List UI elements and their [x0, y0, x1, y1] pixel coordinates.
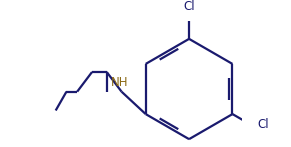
Text: Cl: Cl — [183, 0, 195, 13]
Text: NH: NH — [111, 76, 129, 89]
Text: Cl: Cl — [258, 118, 269, 131]
